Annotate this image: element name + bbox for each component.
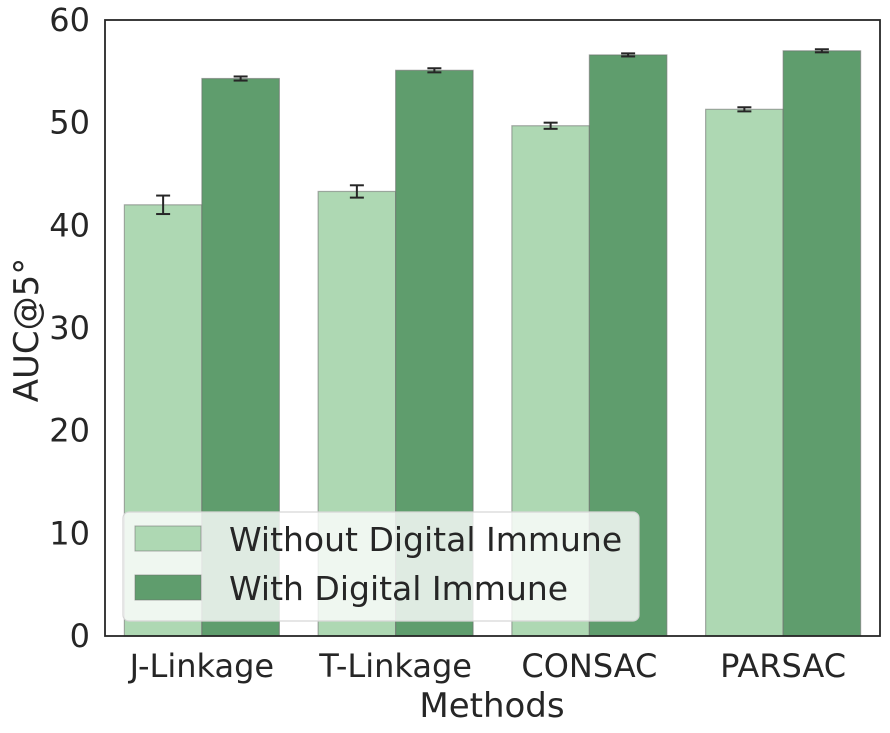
legend-label-with: With Digital Immune	[229, 569, 568, 608]
y-tick-label-0: 0	[70, 617, 90, 655]
y-axis-ticks: 0 10 20 30 40 50 60	[49, 1, 90, 655]
error-bar-parsac-without	[737, 106, 752, 113]
plot-area-frame	[104, 19, 881, 637]
error-bar-t-linkage-with	[427, 67, 442, 74]
y-tick-label-20: 20	[49, 412, 90, 450]
bar-parsac-without	[705, 108, 784, 637]
x-tick-label-parsac: PARSAC	[720, 647, 846, 685]
legend-label-without: Without Digital Immune	[229, 520, 622, 559]
x-tick-label-j-linkage: J-Linkage	[128, 647, 274, 685]
x-tick-label-consac: CONSAC	[521, 647, 657, 685]
bar-parsac-with	[782, 50, 862, 637]
y-tick-label-30: 30	[49, 309, 90, 347]
legend-box	[122, 511, 640, 622]
error-bar-j-linkage-with	[233, 75, 248, 82]
y-axis-label: AUC@5°	[7, 258, 47, 403]
y-tick-label-60: 60	[49, 1, 90, 39]
error-bars-layer	[156, 48, 829, 216]
legend: Without Digital Immune With Digital Immu…	[122, 511, 640, 622]
x-tick-label-t-linkage: T-Linkage	[318, 647, 472, 685]
y-tick-label-10: 10	[49, 514, 90, 552]
y-tick-label-40: 40	[49, 206, 90, 244]
error-bar-j-linkage-without	[156, 194, 171, 216]
legend-swatch-with	[134, 574, 202, 601]
x-axis-label: Methods	[419, 686, 564, 726]
error-bar-consac-without	[543, 121, 558, 130]
error-bar-parsac-with	[814, 48, 829, 54]
y-tick-label-50: 50	[49, 104, 90, 142]
error-bar-t-linkage-without	[349, 184, 364, 199]
legend-swatch-without	[134, 525, 202, 552]
x-axis-ticks: J-Linkage T-Linkage CONSAC PARSAC	[128, 647, 846, 685]
error-bar-consac-with	[621, 52, 636, 58]
